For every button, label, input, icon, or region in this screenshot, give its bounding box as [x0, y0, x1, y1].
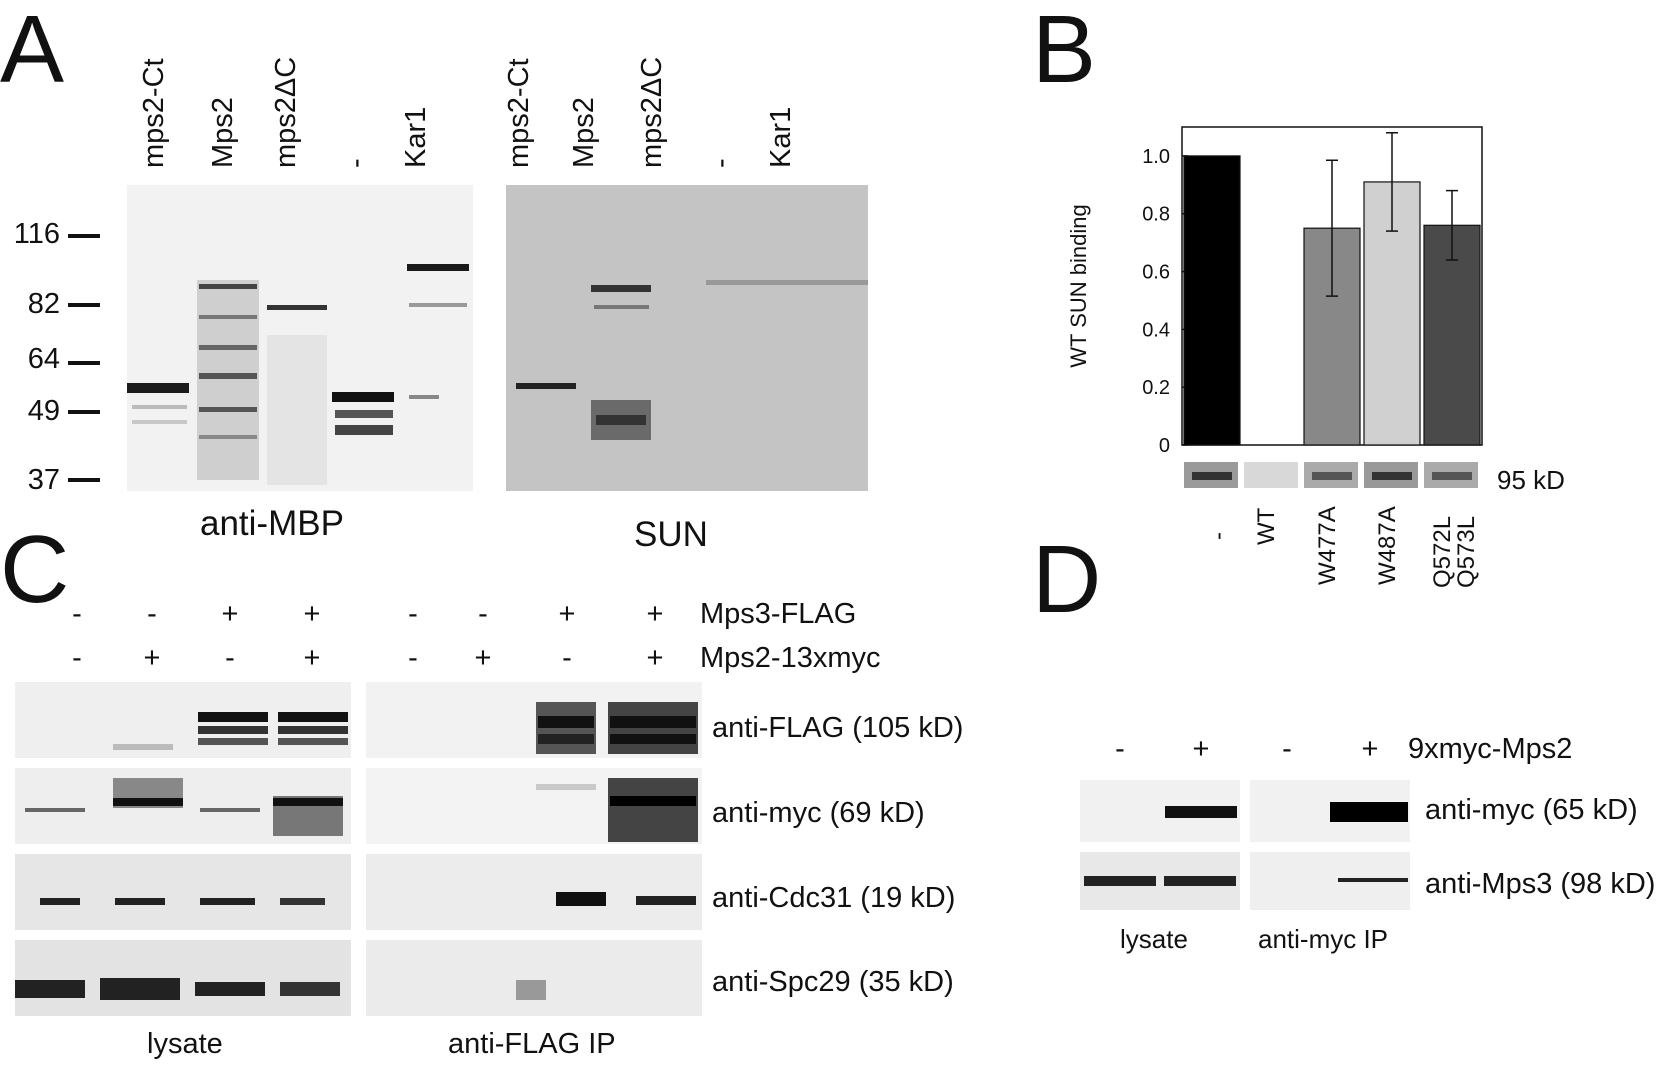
- mw-tick: [68, 410, 100, 414]
- blot-label-anti-spc29: anti-Spc29 (35 kD): [712, 966, 954, 998]
- category-label: W487A: [1374, 506, 1401, 585]
- sign: -: [72, 642, 82, 674]
- blot-label-anti-flag: anti-FLAG (105 kD): [712, 712, 964, 744]
- sign: +: [221, 598, 239, 630]
- lane-label: Kar1: [400, 106, 432, 168]
- lane-label: Mps2: [568, 97, 600, 168]
- sign: -: [1282, 733, 1292, 765]
- c-flag-lysate: [15, 682, 351, 758]
- band-label: 95 kD: [1497, 465, 1565, 495]
- sign: +: [646, 642, 664, 674]
- lane-label: Mps2: [207, 97, 239, 168]
- bar: [1183, 155, 1241, 446]
- sign: -: [562, 642, 572, 674]
- panel-c-letter: C: [0, 516, 70, 623]
- panel-d-letter: D: [1032, 526, 1102, 633]
- sign: -: [478, 598, 488, 630]
- sign: -: [408, 642, 418, 674]
- d-myc-ip: [1250, 780, 1410, 842]
- blot-label-anti-mbp: anti-MBP: [200, 504, 344, 543]
- sign: -: [408, 598, 418, 630]
- mw-marker: 82: [27, 288, 60, 320]
- mw-marker: 49: [27, 395, 60, 427]
- sign: -: [1115, 733, 1125, 765]
- mw-tick: [68, 303, 100, 307]
- c-myc-lysate: [15, 768, 351, 844]
- y-axis-label: WT SUN binding: [1066, 204, 1091, 367]
- row-label-mps2-13xmyc: Mps2-13xmyc: [700, 642, 881, 674]
- d-mps3-ip: [1250, 852, 1410, 910]
- binding-bar-chart: 0 0.2 0.4 0.6 0.8 1.0 WT SUN binding: [1066, 126, 1483, 457]
- d-myc-lysate: [1080, 780, 1240, 842]
- y-tick-label: 1.0: [1142, 146, 1170, 168]
- lane-label: mps2ΔC: [636, 56, 668, 168]
- c-cdc31-ip: [366, 854, 702, 930]
- sign: -: [72, 598, 82, 630]
- c-spc29-ip: [366, 940, 702, 1016]
- lane-label: mps2-Ct: [503, 58, 535, 168]
- d-mps3-lysate: [1080, 852, 1240, 910]
- c-flag-ip: [366, 682, 702, 758]
- footer-anti-flag-ip: anti-FLAG IP: [448, 1028, 616, 1060]
- category-label: WT: [1253, 507, 1280, 545]
- blot-label-d-anti-mps3: anti-Mps3 (98 kD): [1425, 868, 1656, 900]
- mw-marker: 64: [27, 343, 60, 375]
- anti-mbp-blot: [127, 185, 473, 491]
- category-label: W477A: [1314, 506, 1341, 585]
- category-label: -: [1205, 532, 1232, 540]
- category-label: Q573L: [1453, 515, 1480, 588]
- sun-band-strip: [1182, 460, 1502, 490]
- panel-a-letter: A: [0, 0, 65, 103]
- footer-d-anti-myc-ip: anti-myc IP: [1258, 924, 1389, 954]
- panel-b-letter: B: [1032, 0, 1097, 103]
- row-label-mps3-flag: Mps3-FLAG: [700, 598, 857, 630]
- sign: +: [1192, 733, 1210, 765]
- y-tick-label: 0.4: [1142, 319, 1170, 341]
- sign: -: [147, 598, 157, 630]
- mw-marker: 37: [27, 464, 60, 496]
- row-label-9xmyc-mps2: 9xmyc-Mps2: [1408, 733, 1573, 765]
- mw-tick: [68, 361, 100, 365]
- sign: -: [225, 642, 235, 674]
- mw-tick: [68, 478, 100, 482]
- sign: +: [474, 642, 492, 674]
- mw-marker: 116: [13, 218, 60, 250]
- lane-label: mps2ΔC: [270, 56, 302, 168]
- sun-blot: [506, 185, 868, 491]
- footer-d-lysate: lysate: [1120, 924, 1188, 954]
- lane-label: -: [705, 158, 737, 168]
- y-tick-label: 0: [1159, 435, 1170, 457]
- sign: +: [1361, 733, 1379, 765]
- sign: +: [303, 642, 321, 674]
- sign: +: [646, 598, 664, 630]
- c-spc29-lysate: [15, 940, 351, 1016]
- c-cdc31-lysate: [15, 854, 351, 930]
- blot-label-anti-myc: anti-myc (69 kD): [712, 797, 925, 829]
- y-tick-label: 0.8: [1142, 204, 1170, 226]
- lane-label: mps2-Ct: [138, 58, 170, 168]
- sign: +: [303, 598, 321, 630]
- y-tick-label: 0.2: [1142, 377, 1170, 399]
- y-tick-label: 0.6: [1142, 262, 1170, 284]
- blot-label-d-anti-myc: anti-myc (65 kD): [1425, 794, 1638, 826]
- c-myc-ip: [366, 768, 702, 844]
- sign: +: [143, 642, 161, 674]
- footer-lysate: lysate: [147, 1028, 223, 1060]
- lane-label: Kar1: [765, 106, 797, 168]
- blot-label-anti-cdc31: anti-Cdc31 (19 kD): [712, 882, 956, 914]
- mw-tick: [68, 234, 100, 238]
- sign: +: [558, 598, 576, 630]
- lane-label: -: [340, 158, 372, 168]
- blot-label-sun: SUN: [634, 515, 708, 554]
